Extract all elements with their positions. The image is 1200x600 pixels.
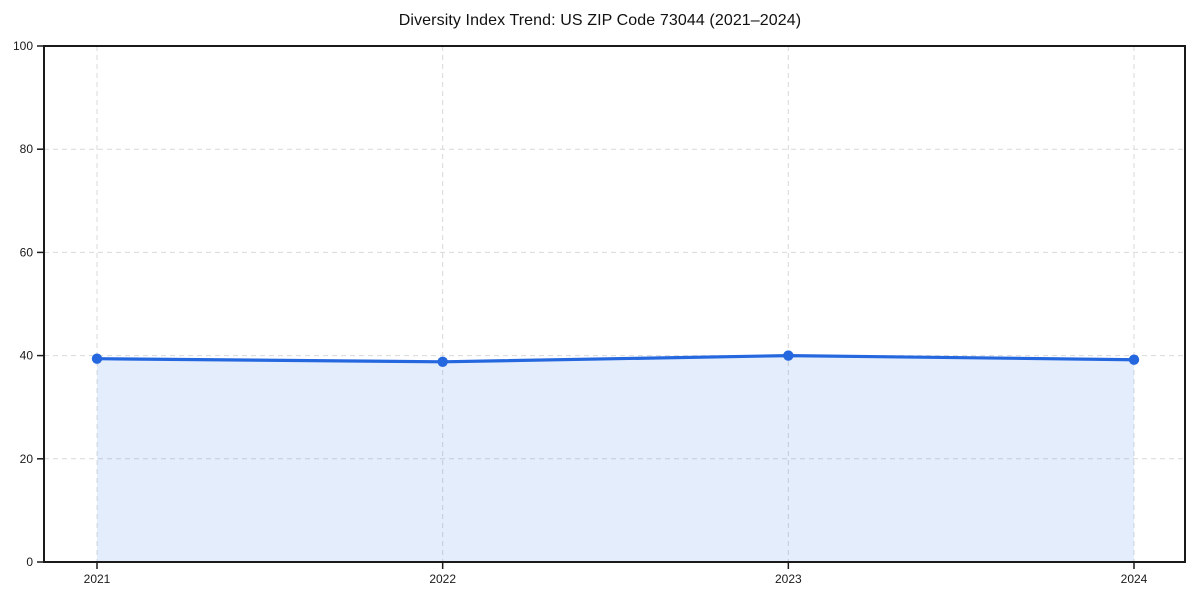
data-point-2022: [437, 356, 448, 367]
x-tick-label-2022: 2022: [429, 572, 456, 586]
x-tick-label-2023: 2023: [775, 572, 802, 586]
y-tick-label-0: 0: [26, 555, 33, 569]
y-tick-label-20: 20: [20, 452, 34, 466]
y-tick-label-100: 100: [13, 39, 33, 53]
x-tick-label-2021: 2021: [84, 572, 111, 586]
chart-title: Diversity Index Trend: US ZIP Code 73044…: [398, 12, 802, 29]
data-point-2021: [91, 353, 103, 364]
x-tick-label-2024: 2024: [1121, 572, 1148, 586]
data-point-2023: [783, 350, 794, 361]
y-tick-label-60: 60: [20, 245, 34, 259]
trend-line: [95, 354, 1136, 364]
y-tick-label-80: 80: [20, 142, 34, 156]
area-fill: [97, 355, 1134, 562]
data-point-2024: [1128, 354, 1140, 365]
plot-border: [43, 45, 1186, 563]
y-tick-label-40: 40: [20, 349, 34, 363]
